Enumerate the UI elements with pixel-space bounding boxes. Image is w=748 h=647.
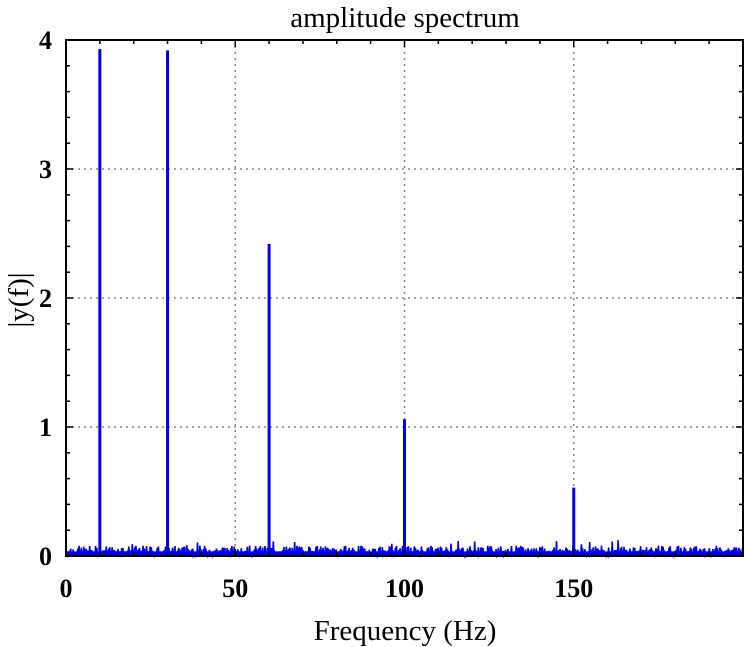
y-tick-label: 2 [39,284,52,313]
grid-lines [66,40,743,556]
x-tick-label: 50 [222,574,248,603]
y-tick-label: 4 [39,26,52,55]
y-tick-label: 3 [39,155,52,184]
y-tick-label: 1 [39,413,52,442]
y-axis-label: |y(f)| [3,272,35,327]
x-tick-label: 100 [385,574,424,603]
x-tick-label: 0 [60,574,73,603]
axis-ticks: 0 50 100 150 0 1 2 3 4 [39,26,744,603]
x-axis-label: Frequency (Hz) [314,615,497,647]
chart-title: amplitude spectrum [290,2,520,34]
x-tick-label: 150 [554,574,593,603]
y-tick-label: 0 [39,542,52,571]
